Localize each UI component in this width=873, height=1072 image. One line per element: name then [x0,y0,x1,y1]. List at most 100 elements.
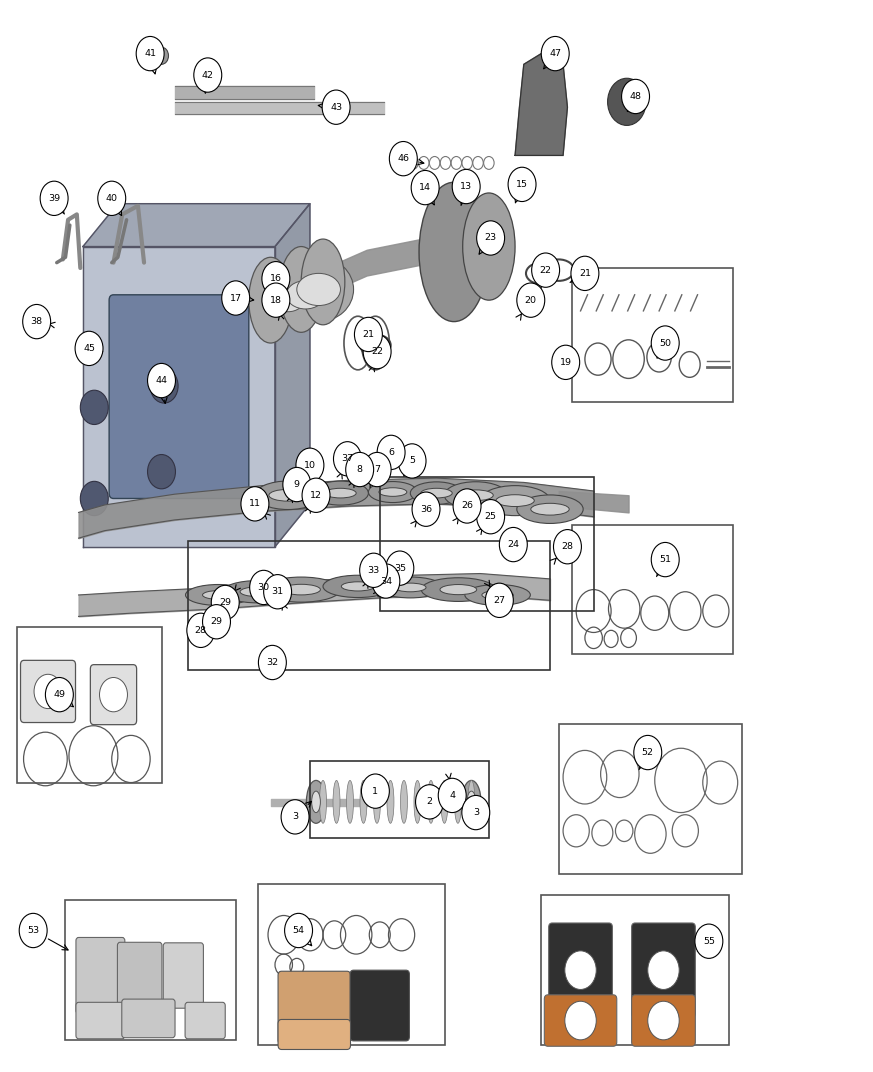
Circle shape [360,553,388,587]
Ellipse shape [421,578,496,601]
Circle shape [372,564,400,598]
Circle shape [565,951,596,989]
Circle shape [136,36,164,71]
Text: 36: 36 [420,505,432,513]
Text: 48: 48 [629,92,642,101]
Circle shape [552,345,580,379]
FancyBboxPatch shape [121,999,175,1038]
Text: 19: 19 [560,358,572,367]
Circle shape [354,317,382,352]
Text: 13: 13 [460,182,472,191]
Text: 21: 21 [579,269,591,278]
Circle shape [194,58,222,92]
Text: 41: 41 [144,49,156,58]
Circle shape [398,444,426,478]
Ellipse shape [282,584,320,595]
FancyBboxPatch shape [76,1002,125,1039]
Text: 22: 22 [371,347,383,356]
FancyBboxPatch shape [572,268,733,402]
Ellipse shape [269,489,307,502]
Ellipse shape [462,780,481,823]
Text: 44: 44 [155,376,168,385]
Circle shape [19,913,47,948]
Text: 2: 2 [427,798,432,806]
Text: 51: 51 [659,555,671,564]
Circle shape [477,221,505,255]
Ellipse shape [325,489,356,497]
Ellipse shape [306,780,326,823]
Ellipse shape [463,193,515,300]
Circle shape [262,283,290,317]
Ellipse shape [272,288,304,312]
Circle shape [477,500,505,534]
Circle shape [532,253,560,287]
FancyBboxPatch shape [632,923,695,1017]
Text: 40: 40 [106,194,118,203]
FancyBboxPatch shape [278,1019,350,1049]
Text: 37: 37 [341,455,354,463]
Ellipse shape [401,780,408,823]
Text: 15: 15 [516,180,528,189]
Text: 27: 27 [493,596,505,605]
Circle shape [608,78,646,125]
Circle shape [363,334,391,369]
FancyBboxPatch shape [559,724,742,874]
FancyBboxPatch shape [163,943,203,1008]
Circle shape [322,90,350,124]
Circle shape [23,304,51,339]
Ellipse shape [240,587,275,596]
FancyBboxPatch shape [17,627,162,783]
Text: 7: 7 [375,465,380,474]
Polygon shape [83,204,310,247]
Polygon shape [515,43,567,155]
Circle shape [571,256,599,291]
Circle shape [648,951,679,989]
Ellipse shape [368,481,417,503]
Text: 17: 17 [230,294,242,302]
Circle shape [45,678,73,712]
Ellipse shape [421,489,452,497]
Text: 4: 4 [450,791,455,800]
Text: 52: 52 [642,748,654,757]
Circle shape [565,1001,596,1040]
Ellipse shape [223,581,292,602]
Circle shape [412,492,440,526]
Circle shape [155,47,168,64]
Text: 3: 3 [292,813,299,821]
Circle shape [452,169,480,204]
Text: 10: 10 [304,461,316,470]
Text: 26: 26 [461,502,473,510]
Circle shape [517,283,545,317]
FancyBboxPatch shape [572,525,733,654]
FancyBboxPatch shape [185,1002,225,1039]
Ellipse shape [482,591,513,599]
Text: 5: 5 [409,457,415,465]
Text: 29: 29 [210,617,223,626]
Ellipse shape [496,495,534,507]
Text: 25: 25 [485,512,497,521]
Circle shape [80,390,108,425]
Text: 31: 31 [272,587,284,596]
Text: 30: 30 [258,583,270,592]
Ellipse shape [377,577,443,598]
Circle shape [508,167,536,202]
Circle shape [651,542,679,577]
Ellipse shape [185,584,251,606]
Text: 50: 50 [659,339,671,347]
Ellipse shape [455,780,462,823]
Ellipse shape [203,591,234,599]
Ellipse shape [458,490,493,501]
FancyBboxPatch shape [545,995,616,1046]
Circle shape [211,585,239,620]
Text: 47: 47 [549,49,561,58]
Polygon shape [275,204,310,547]
Circle shape [499,527,527,562]
Ellipse shape [347,780,354,823]
Ellipse shape [440,584,477,595]
Ellipse shape [320,780,327,823]
Text: 55: 55 [703,937,715,946]
Ellipse shape [279,247,323,332]
Circle shape [80,481,108,516]
Circle shape [462,795,490,830]
Circle shape [377,435,405,470]
